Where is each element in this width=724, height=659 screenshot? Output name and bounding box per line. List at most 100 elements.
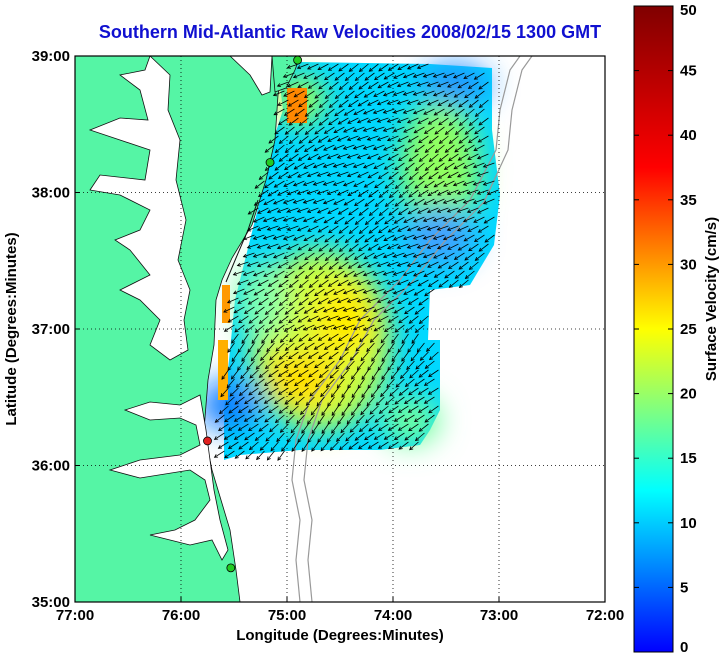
velocity-arrow-head bbox=[457, 246, 462, 251]
velocity-arrow bbox=[220, 387, 229, 397]
velocity-arrow bbox=[284, 396, 295, 405]
velocity-arrow-head bbox=[288, 121, 293, 126]
velocity-arrow-head bbox=[290, 429, 295, 434]
velocity-arrow bbox=[338, 261, 349, 270]
velocity-arrow bbox=[373, 108, 385, 114]
velocity-arrow bbox=[303, 198, 315, 204]
velocity-arrow bbox=[438, 261, 449, 269]
velocity-arrow-head bbox=[317, 337, 323, 341]
velocity-arrow bbox=[294, 252, 305, 260]
velocity-arrow bbox=[367, 99, 379, 106]
velocity-arrow bbox=[327, 315, 339, 321]
velocity-arrow-head bbox=[335, 365, 340, 370]
velocity-arrow bbox=[279, 153, 289, 162]
velocity-arrow bbox=[344, 270, 355, 278]
velocity-arrow-head bbox=[462, 218, 468, 223]
velocity-arrow-head bbox=[463, 237, 468, 242]
velocity-arrow-head bbox=[329, 374, 334, 379]
colorbar-tick-label: 45 bbox=[680, 63, 697, 80]
velocity-arrow bbox=[214, 450, 225, 458]
velocity-arrow-head bbox=[388, 194, 393, 198]
velocity-arrow-head bbox=[418, 320, 423, 324]
velocity-arrow-head bbox=[313, 147, 318, 152]
velocity-arrow-head bbox=[303, 309, 308, 314]
velocity-arrow-head bbox=[230, 375, 235, 380]
velocity-arrow bbox=[274, 324, 285, 333]
velocity-arrow-head bbox=[358, 247, 363, 252]
velocity-arrow-head bbox=[472, 164, 478, 169]
velocity-arrow bbox=[433, 72, 445, 78]
velocity-arrow bbox=[309, 387, 319, 397]
velocity-arrow-head bbox=[317, 300, 322, 305]
velocity-arrow bbox=[288, 261, 299, 269]
velocity-arrow-head bbox=[464, 256, 469, 261]
velocity-arrow bbox=[283, 252, 295, 259]
velocity-arrow bbox=[448, 117, 459, 126]
velocity-arrow-head bbox=[307, 420, 311, 425]
velocity-arrow-head bbox=[424, 418, 429, 423]
velocity-arrow bbox=[264, 288, 275, 296]
velocity-arrow-head bbox=[442, 236, 448, 241]
velocity-arrow bbox=[347, 297, 359, 303]
velocity-arrow bbox=[403, 108, 415, 114]
velocity-arrow-head bbox=[318, 374, 323, 378]
velocity-arrow-head bbox=[348, 85, 353, 90]
velocity-arrow bbox=[234, 414, 245, 422]
velocity-arrow bbox=[407, 243, 419, 249]
velocity-arrow bbox=[408, 405, 419, 413]
velocity-arrow-head bbox=[377, 384, 381, 389]
velocity-arrow bbox=[384, 72, 395, 80]
velocity-arrow-head bbox=[367, 174, 372, 179]
velocity-arrow-head bbox=[348, 337, 353, 342]
velocity-arrow bbox=[368, 423, 379, 432]
velocity-arrow bbox=[398, 153, 409, 161]
velocity-arrow bbox=[254, 288, 265, 296]
velocity-arrow-head bbox=[282, 200, 288, 204]
velocity-arrow-head bbox=[355, 419, 360, 424]
velocity-arrow bbox=[354, 252, 365, 260]
velocity-arrow bbox=[387, 243, 399, 249]
velocity-arrow-head bbox=[392, 236, 398, 241]
velocity-arrow-head bbox=[352, 164, 358, 168]
velocity-arrow bbox=[273, 234, 285, 240]
velocity-arrow bbox=[298, 153, 309, 161]
velocity-arrow bbox=[335, 234, 345, 243]
velocity-arrow bbox=[344, 108, 355, 116]
velocity-arrow bbox=[434, 126, 445, 135]
velocity-arrow bbox=[308, 81, 319, 89]
velocity-arrow bbox=[459, 279, 469, 288]
velocity-arrow-head bbox=[244, 400, 249, 405]
velocity-arrow bbox=[284, 108, 295, 116]
velocity-arrow bbox=[324, 72, 335, 80]
velocity-arrow bbox=[304, 306, 315, 314]
velocity-arrow bbox=[457, 189, 469, 195]
velocity-arrow-head bbox=[362, 145, 368, 150]
velocity-arrow bbox=[397, 342, 405, 353]
velocity-arrow bbox=[373, 306, 385, 312]
velocity-arrow bbox=[258, 189, 269, 197]
velocity-arrow bbox=[453, 198, 465, 204]
velocity-arrow bbox=[265, 432, 275, 442]
velocity-arrow-head bbox=[467, 228, 472, 232]
velocity-arrow-head bbox=[423, 273, 428, 277]
velocity-arrow bbox=[273, 198, 285, 205]
velocity-arrow-head bbox=[330, 393, 335, 398]
velocity-arrow-head bbox=[412, 110, 418, 115]
velocity-arrow-head bbox=[346, 137, 352, 141]
velocity-arrow bbox=[297, 207, 309, 213]
velocity-arrow bbox=[347, 315, 359, 321]
velocity-arrow-head bbox=[397, 300, 402, 305]
velocity-arrow-head bbox=[376, 280, 382, 285]
velocity-arrow bbox=[413, 234, 425, 240]
velocity-arrow bbox=[357, 171, 369, 178]
velocity-arrow bbox=[437, 225, 449, 231]
velocity-arrow-head bbox=[342, 145, 348, 150]
velocity-arrow-head bbox=[243, 291, 248, 295]
station-marker bbox=[226, 563, 236, 573]
velocity-arrow bbox=[365, 414, 375, 423]
velocity-arrow bbox=[238, 315, 249, 323]
velocity-arrow-head bbox=[269, 356, 274, 361]
velocity-arrow bbox=[444, 162, 455, 170]
velocity-arrow-head bbox=[316, 317, 322, 322]
velocity-arrow bbox=[318, 243, 329, 252]
